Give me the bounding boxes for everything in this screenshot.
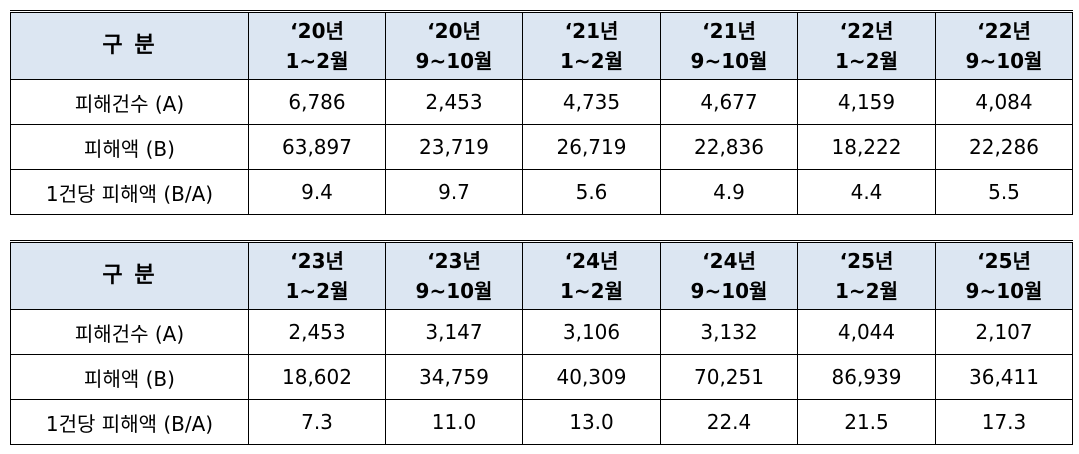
header-cell: ‘24년 9~10월: [660, 241, 798, 310]
header-period: 1~2월: [560, 279, 623, 303]
header-period: 9~10월: [690, 279, 768, 303]
header-cell: ‘20년 1~2월: [248, 11, 386, 80]
data-table: 구 분 ‘20년 1~2월 ‘20년 9~10월 ‘21년 1~2월 ‘21년 9~10월 ‘22…: [10, 10, 1073, 215]
row-label: 피해건수 (A): [10, 309, 249, 355]
header-period: 9~10월: [965, 49, 1043, 73]
data-row: 피해건수 (A) 2,453 3,147 3,106 3,132 4,044 2,107: [10, 309, 1073, 355]
value-cell: 3,132: [660, 309, 798, 355]
header-period: 1~2월: [285, 279, 349, 303]
value-cell: 22,836: [660, 124, 798, 170]
value-cell: 3,106: [522, 309, 661, 355]
value-cell: 2,107: [935, 309, 1073, 355]
data-row: 1건당 피해액 (B/A) 7.3 11.0 13.0 22.4 21.5 17.3: [10, 399, 1073, 445]
value-cell: 26,719: [522, 124, 661, 170]
corner-cell: 구 분: [10, 11, 249, 80]
header-year: ‘25년: [839, 249, 894, 273]
value-cell: 2,453: [248, 309, 386, 355]
value-cell: 5.5: [935, 169, 1073, 215]
row-label: 피해건수 (A): [10, 79, 249, 125]
row-label: 피해액 (B): [10, 124, 249, 170]
value-cell: 36,411: [935, 354, 1073, 400]
header-year: ‘21년: [564, 19, 619, 43]
value-cell: 18,222: [797, 124, 936, 170]
header-cell: ‘22년 9~10월: [935, 11, 1073, 80]
value-cell: 4,044: [797, 309, 936, 355]
header-row: 구 분 ‘23년 1~2월 ‘23년 9~10월 ‘24년 1~2월 ‘24년 9~10월 ‘25…: [10, 241, 1073, 310]
header-year: ‘23년: [427, 249, 481, 273]
data-row: 피해액 (B) 63,897 23,719 26,719 22,836 18,222 22,…: [10, 124, 1073, 170]
header-year: ‘20년: [427, 19, 481, 43]
header-cell: ‘23년 9~10월: [385, 241, 523, 310]
header-cell: ‘22년 1~2월: [797, 11, 936, 80]
value-cell: 34,759: [385, 354, 523, 400]
header-cell: ‘24년 1~2월: [522, 241, 661, 310]
value-cell: 11.0: [385, 399, 523, 445]
header-cell: ‘20년 9~10월: [385, 11, 523, 80]
value-cell: 13.0: [522, 399, 661, 445]
value-cell: 70,251: [660, 354, 798, 400]
header-year: ‘24년: [564, 249, 619, 273]
header-cell: ‘21년 1~2월: [522, 11, 661, 80]
header-cell: ‘25년 1~2월: [797, 241, 936, 310]
value-cell: 4,084: [935, 79, 1073, 125]
value-cell: 4,159: [797, 79, 936, 125]
value-cell: 2,453: [385, 79, 523, 125]
header-year: ‘23년: [290, 249, 344, 273]
value-cell: 3,147: [385, 309, 523, 355]
data-row: 1건당 피해액 (B/A) 9.4 9.7 5.6 4.9 4.4 5.5: [10, 169, 1073, 215]
header-year: ‘24년: [702, 249, 756, 273]
data-row: 피해액 (B) 18,602 34,759 40,309 70,251 86,939 36,…: [10, 354, 1073, 400]
row-label: 1건당 피해액 (B/A): [10, 169, 249, 215]
value-cell: 23,719: [385, 124, 523, 170]
header-year: ‘21년: [702, 19, 756, 43]
value-cell: 9.7: [385, 169, 523, 215]
header-cell: ‘25년 9~10월: [935, 241, 1073, 310]
header-period: 9~10월: [965, 279, 1043, 303]
header-year: ‘25년: [977, 249, 1031, 273]
header-row: 구 분 ‘20년 1~2월 ‘20년 9~10월 ‘21년 1~2월 ‘21년 9~10월 ‘22…: [10, 11, 1073, 80]
header-year: ‘22년: [977, 19, 1031, 43]
data-table: 구 분 ‘23년 1~2월 ‘23년 9~10월 ‘24년 1~2월 ‘24년 9~10월 ‘25…: [10, 240, 1073, 445]
header-period: 1~2월: [835, 279, 898, 303]
row-label: 1건당 피해액 (B/A): [10, 399, 249, 445]
value-cell: 40,309: [522, 354, 661, 400]
row-label: 피해액 (B): [10, 354, 249, 400]
header-year: ‘20년: [290, 19, 344, 43]
data-row: 피해건수 (A) 6,786 2,453 4,735 4,677 4,159 4,084: [10, 79, 1073, 125]
value-cell: 21.5: [797, 399, 936, 445]
value-cell: 6,786: [248, 79, 386, 125]
corner-cell: 구 분: [10, 241, 249, 310]
header-period: 9~10월: [415, 279, 493, 303]
header-period: 9~10월: [690, 49, 768, 73]
value-cell: 4.4: [797, 169, 936, 215]
header-cell: ‘23년 1~2월: [248, 241, 386, 310]
header-period: 9~10월: [415, 49, 493, 73]
header-cell: ‘21년 9~10월: [660, 11, 798, 80]
value-cell: 22,286: [935, 124, 1073, 170]
header-year: ‘22년: [839, 19, 894, 43]
value-cell: 86,939: [797, 354, 936, 400]
value-cell: 17.3: [935, 399, 1073, 445]
header-period: 1~2월: [835, 49, 898, 73]
value-cell: 22.4: [660, 399, 798, 445]
value-cell: 18,602: [248, 354, 386, 400]
value-cell: 5.6: [522, 169, 661, 215]
value-cell: 9.4: [248, 169, 386, 215]
value-cell: 4,735: [522, 79, 661, 125]
value-cell: 4.9: [660, 169, 798, 215]
header-period: 1~2월: [560, 49, 623, 73]
value-cell: 4,677: [660, 79, 798, 125]
header-period: 1~2월: [285, 49, 349, 73]
value-cell: 63,897: [248, 124, 386, 170]
value-cell: 7.3: [248, 399, 386, 445]
